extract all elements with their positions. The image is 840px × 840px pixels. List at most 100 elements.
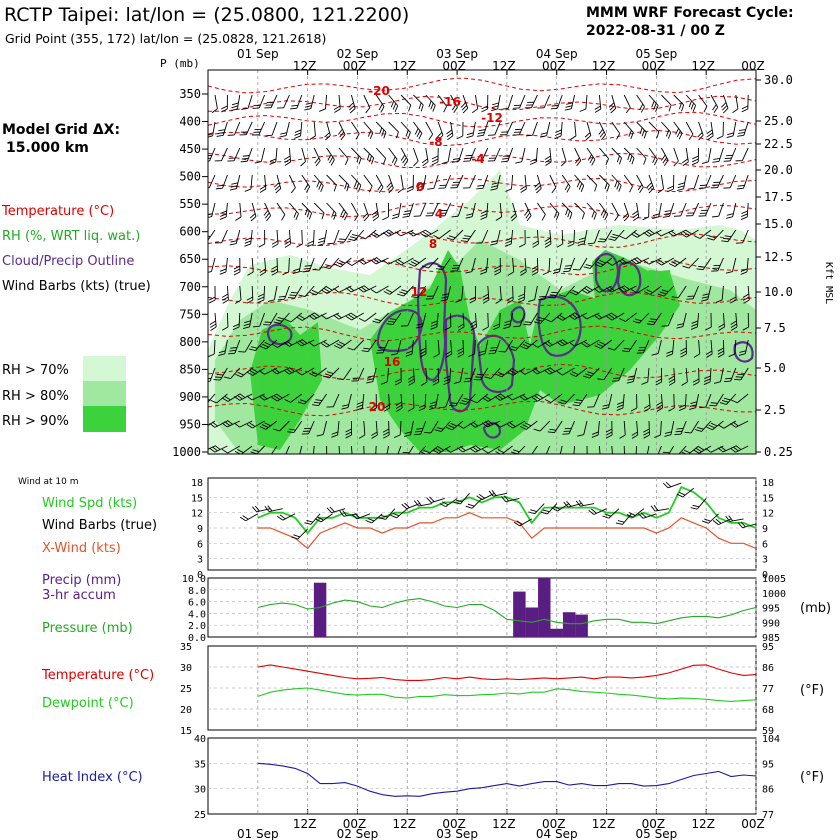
barb-flag xyxy=(701,520,709,524)
barb-shaft xyxy=(462,312,465,327)
barb-flag xyxy=(547,431,555,434)
barb-shaft xyxy=(534,503,545,515)
temperature-label: Temperature (°C) xyxy=(41,668,154,683)
wind-barb xyxy=(277,285,290,301)
barb-shaft xyxy=(536,257,539,273)
barb-flag xyxy=(264,212,270,219)
wind-barb xyxy=(259,339,278,350)
barb-flag xyxy=(606,316,613,321)
barb-shaft xyxy=(540,312,551,324)
surface-wind-barb xyxy=(315,513,333,523)
barb-flag xyxy=(684,431,692,434)
barb-flag xyxy=(519,243,526,248)
barb-flag xyxy=(722,105,728,111)
barb-flag xyxy=(450,402,458,404)
barb-shaft xyxy=(255,339,265,351)
barb-shaft xyxy=(288,229,292,244)
barb-shaft xyxy=(536,229,539,244)
barb-flag xyxy=(741,210,748,214)
barb-flag xyxy=(208,213,213,216)
wind-barb xyxy=(338,202,348,221)
barb-flag xyxy=(615,522,623,525)
barb-flag xyxy=(445,353,453,358)
barb-shaft xyxy=(363,420,366,435)
barb-flag xyxy=(544,399,552,403)
barb-flag xyxy=(488,490,494,497)
barb-flag xyxy=(711,270,718,272)
surface-wind-barb xyxy=(252,505,271,513)
barb-shaft xyxy=(365,229,377,240)
temp-contour-label: 0 xyxy=(416,180,424,194)
barb-flag xyxy=(642,216,649,221)
barb-shaft xyxy=(512,202,517,217)
barb-flag xyxy=(575,500,581,507)
barb-shaft xyxy=(252,420,265,429)
barb-flag xyxy=(738,353,746,356)
barb-shaft xyxy=(356,513,371,520)
barb-flag xyxy=(208,380,211,383)
barb-flag xyxy=(401,503,408,510)
barb-flag xyxy=(238,351,246,353)
barb-flag xyxy=(666,350,673,354)
barb-shaft xyxy=(375,202,379,217)
wind-barb xyxy=(646,312,662,326)
barb-flag xyxy=(318,108,326,112)
wind-barb xyxy=(400,147,409,167)
wind-barb xyxy=(611,445,614,454)
barb-shaft xyxy=(376,285,389,294)
barb-flag xyxy=(551,187,557,194)
barb-flag xyxy=(259,425,266,430)
wind-barb xyxy=(499,121,514,136)
wind-barb xyxy=(686,285,700,300)
barb-flag xyxy=(594,105,601,110)
barb-flag xyxy=(639,127,643,135)
barb-flag xyxy=(713,107,719,114)
wind-barb xyxy=(388,121,399,139)
barb-flag xyxy=(644,407,651,412)
barb-shaft xyxy=(239,285,242,300)
barb-flag xyxy=(581,343,588,348)
wind-barb xyxy=(234,420,253,428)
barb-flag xyxy=(578,183,583,190)
barb-shaft xyxy=(518,121,526,135)
barb-flag xyxy=(271,343,278,348)
barb-flag xyxy=(689,404,697,407)
barb-shaft xyxy=(623,94,631,108)
barb-shaft xyxy=(611,174,622,186)
barb-shaft xyxy=(673,147,679,162)
wind-barb xyxy=(263,312,278,326)
barb-flag xyxy=(356,155,360,163)
barb-flag xyxy=(683,231,690,236)
barb-shaft xyxy=(574,202,585,214)
wind-barb xyxy=(215,174,228,190)
wind-barb xyxy=(652,202,662,220)
barb-shaft xyxy=(326,147,335,160)
barb-flag xyxy=(597,240,605,243)
barb-flag xyxy=(333,213,337,220)
barb-flag xyxy=(427,295,434,297)
barb-flag xyxy=(372,320,379,324)
barb-flag xyxy=(556,316,563,321)
wind-barb xyxy=(372,312,389,324)
wind-barb xyxy=(230,94,241,112)
temp-contour-label: -12 xyxy=(481,111,503,125)
barb-shaft xyxy=(411,339,414,354)
barb-flag xyxy=(668,407,675,412)
wind-barb xyxy=(673,202,687,217)
barb-flag xyxy=(514,104,521,107)
barb-flag xyxy=(534,368,541,374)
barb-shaft xyxy=(450,339,453,354)
barb-flag xyxy=(209,320,216,325)
barb-flag xyxy=(664,431,672,434)
barb-flag xyxy=(342,404,349,407)
barb-shaft xyxy=(400,147,409,161)
wind-barb xyxy=(594,94,602,113)
barb-flag xyxy=(395,404,403,409)
barb-flag xyxy=(593,314,600,320)
barb-flag xyxy=(457,347,464,352)
barb-shaft xyxy=(351,257,365,266)
barb-shaft xyxy=(431,498,445,503)
barb-flag xyxy=(566,102,573,105)
barb-flag xyxy=(452,181,460,183)
wind-barb xyxy=(619,420,626,439)
